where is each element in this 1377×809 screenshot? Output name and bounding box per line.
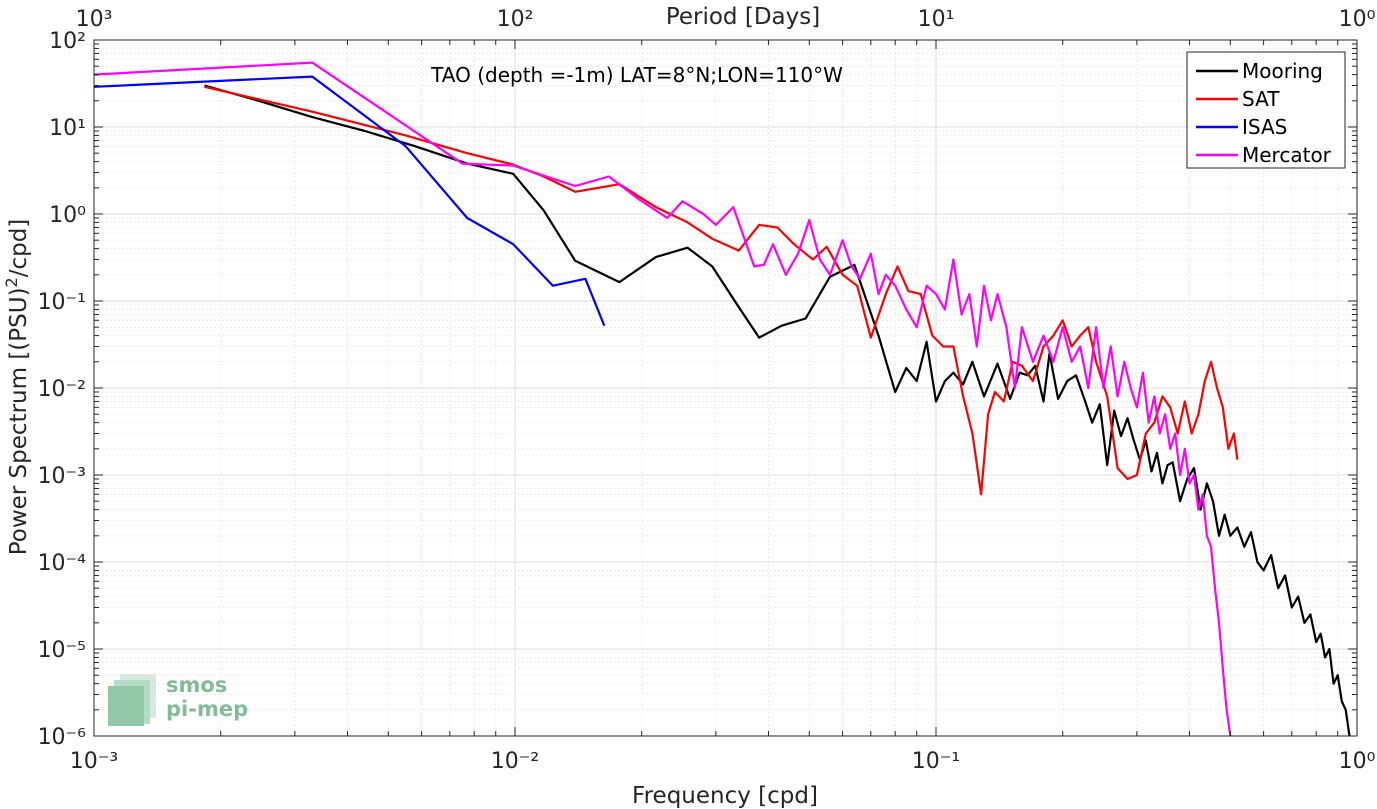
x-tick-label: 10⁻²: [491, 749, 539, 774]
y-tick-label: 10¹: [49, 116, 86, 141]
y-tick-label: 10⁻¹: [38, 290, 86, 315]
data-series: [93, 61, 1351, 737]
logo-line-2: pi-mep: [166, 697, 248, 721]
series-line-isas: [93, 75, 606, 327]
y-axis-label-unit: /cpd]: [6, 219, 32, 278]
y-tick-label: 10⁻²: [38, 377, 86, 402]
y-tick-label: 10²: [49, 29, 86, 54]
y-tick-label: 10⁻⁴: [38, 551, 87, 576]
chart-title: TAO (depth =-1m) LAT=8°N;LON=110°W: [430, 63, 843, 87]
y-tick-label: 10⁰: [49, 203, 86, 228]
x-axis-label: Frequency [cpd]: [632, 783, 818, 809]
x-tick-label: 10⁻³: [70, 749, 118, 774]
top-tick-label: 10⁰: [1339, 7, 1376, 32]
legend-label-mercator: Mercator: [1242, 143, 1332, 167]
y-axis-label-base: Power Spectrum [(PSU): [6, 287, 32, 555]
top-tick-label: 10³: [76, 7, 113, 32]
series-line-mooring: [204, 84, 1351, 737]
logo-line-1: smos: [166, 673, 227, 697]
y-tick-label: 10⁻⁶: [38, 725, 87, 750]
series-line-sat: [204, 85, 1239, 496]
legend-label-sat: SAT: [1242, 87, 1280, 111]
legend: Mooring SAT ISAS Mercator: [1186, 51, 1346, 169]
y-tick-label: 10⁻⁵: [38, 638, 86, 663]
top-axis-label: Period [Days]: [666, 4, 820, 30]
top-tick-label: 10²: [497, 7, 534, 32]
x-tick-label: 10⁰: [1339, 749, 1376, 774]
top-tick-label: 10¹: [918, 7, 955, 32]
x-tick-label: 10⁻¹: [912, 749, 960, 774]
y-tick-label: 10⁻³: [38, 464, 86, 489]
series-line-mercator: [93, 61, 1232, 737]
y-axis-label-superscript: 2: [2, 277, 21, 287]
legend-label-mooring: Mooring: [1242, 59, 1323, 83]
y-axis-label: Power Spectrum [(PSU)2/cpd]: [2, 219, 32, 556]
legend-label-isas: ISAS: [1242, 115, 1287, 139]
smos-pi-mep-logo: smos pi-mep: [108, 673, 248, 726]
logo-shape-3: [108, 686, 144, 726]
